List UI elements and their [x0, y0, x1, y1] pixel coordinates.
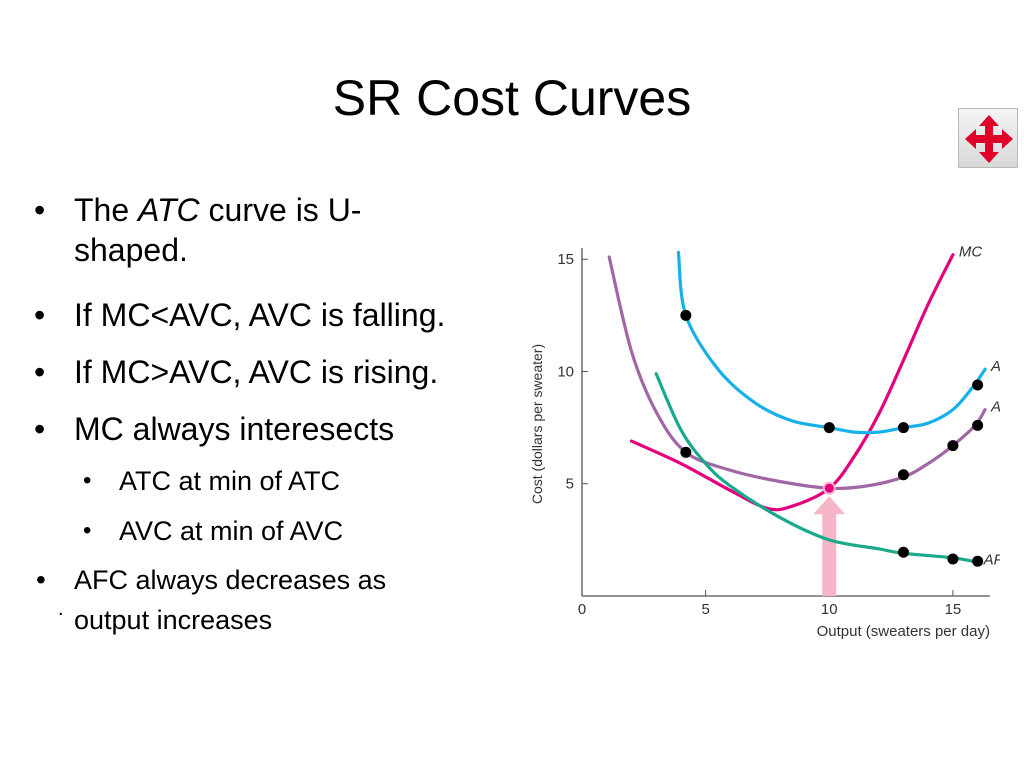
bullet-text-line2: output increases: [74, 605, 273, 635]
data-point-marker: [947, 440, 959, 452]
bullet-atc-u-shaped: • The ATC curve is U- shaped.: [34, 190, 362, 270]
cost-curves-chart: 0 5 10 15 5 10 15 Output (sweaters per day) Cost…: [529, 244, 1000, 640]
bullet-text-line1: AFC always decreases as: [74, 565, 387, 595]
data-point-marker: [680, 309, 692, 321]
bullet-symbol: •: [83, 467, 92, 494]
bullet-symbol: •: [34, 192, 46, 228]
chart-series-lines: [607, 250, 987, 564]
x-axis-label: Output (sweaters per day): [817, 623, 990, 640]
bullet-text-end: curve is U-: [199, 192, 362, 228]
bullet-text: If MC>AVC, AVC is rising.: [74, 354, 439, 390]
navigation-button[interactable]: [958, 108, 1018, 168]
bullet-symbol: •: [34, 354, 46, 390]
sub-bullet-avc-min: • AVC at min of AVC: [83, 514, 344, 548]
x-tick-label: 5: [701, 601, 709, 618]
data-point-marker: [972, 379, 984, 391]
highlight-arrow-shaft: [822, 512, 837, 596]
bullet-mc-less-avc: • If MC<AVC, AVC is falling.: [34, 295, 446, 335]
bullet-text-atc-italic: ATC: [138, 192, 200, 228]
series-line-afc: [654, 372, 980, 564]
x-tick-label: 15: [945, 601, 962, 618]
stray-mark: .: [58, 598, 64, 620]
chart-labels: MC ATC AVC AFC: [959, 244, 1000, 569]
sub-bullet-atc-min: • ATC at min of ATC: [83, 464, 341, 498]
bullet-mc-greater-avc: • If MC>AVC, AVC is rising.: [34, 352, 439, 392]
bullet-symbol: •: [34, 297, 46, 333]
data-point-marker: [947, 553, 959, 565]
series-line-atc: [676, 250, 987, 435]
series-line-avc: [607, 255, 987, 491]
series-label-avc: AVC: [990, 399, 1000, 416]
bullet-symbol: •: [83, 517, 92, 544]
bullet-text-continuation: shaped.: [74, 232, 188, 268]
y-axis-label: Cost (dollars per sweater): [529, 344, 545, 504]
data-point-marker: [972, 419, 984, 431]
data-point-marker: [972, 555, 984, 567]
sub-bullet-text: AVC at min of AVC: [119, 516, 344, 546]
chart-markers: [680, 309, 984, 567]
series-label-afc: AFC: [983, 551, 1000, 568]
min-avc-intersection-marker: [822, 481, 836, 495]
y-tick-label: 10: [557, 363, 574, 380]
x-tick-label: 0: [578, 601, 586, 618]
bullet-symbol: •: [36, 564, 46, 595]
series-label-atc: ATC: [990, 358, 1000, 375]
four-way-arrows-icon: [965, 115, 1013, 163]
series-label-mc: MC: [959, 244, 982, 261]
data-point-marker: [823, 422, 835, 434]
bullet-afc-decreases: • AFC always decreases as output increas…: [36, 560, 387, 640]
data-point-marker: [897, 469, 909, 481]
y-tick-label: 15: [557, 251, 574, 268]
y-tick-label: 5: [566, 476, 574, 493]
data-point-marker: [897, 546, 909, 558]
slide-title: SR Cost Curves: [332, 70, 692, 126]
bullet-text: If MC<AVC, AVC is falling.: [74, 297, 446, 333]
data-point-marker: [897, 422, 909, 434]
x-tick-label: 10: [821, 601, 838, 618]
highlight-arrow-head: [813, 496, 846, 515]
bullet-text: MC always interesects: [74, 411, 395, 447]
sub-bullet-text: ATC at min of ATC: [119, 466, 341, 496]
bullet-mc-intersects: • MC always interesects: [34, 409, 395, 449]
data-point-marker: [680, 446, 692, 458]
bullet-text-start: The: [74, 192, 139, 228]
chart-highlight: [813, 496, 846, 596]
chart-axes: 0 5 10 15 5 10 15 Output (sweaters per day) Cost…: [529, 248, 990, 640]
bullet-symbol: •: [34, 411, 46, 447]
